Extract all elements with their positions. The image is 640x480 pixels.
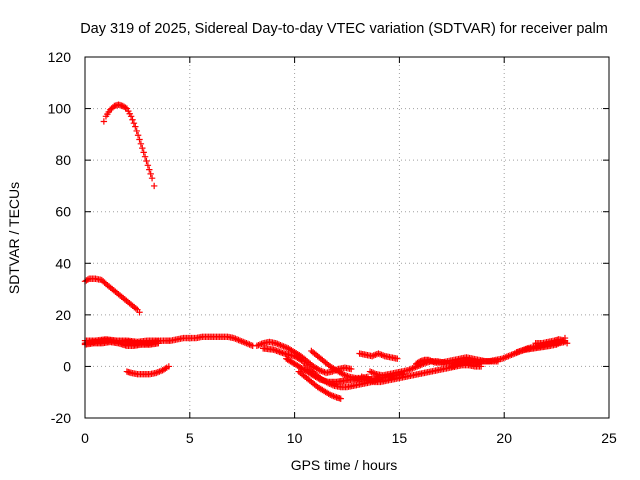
data-point — [298, 357, 305, 364]
data-point — [146, 166, 153, 173]
plot-frame — [84, 56, 610, 419]
data-point — [122, 104, 129, 111]
y-tick-label: -20 — [51, 410, 71, 426]
data-point — [141, 153, 149, 160]
data-point — [144, 162, 152, 169]
data-point — [165, 363, 173, 370]
data-point — [337, 395, 344, 402]
data-point — [370, 369, 377, 377]
data-point — [134, 132, 142, 139]
data-point — [415, 358, 423, 366]
axis-ticks — [84, 56, 610, 419]
data-point — [347, 365, 355, 373]
data-point — [394, 355, 401, 362]
series-arc-mid-c — [295, 368, 344, 402]
data-point — [136, 136, 143, 143]
data-point — [150, 182, 158, 190]
data-point — [100, 118, 108, 125]
data-point — [129, 116, 136, 123]
series-arc-high — [100, 101, 158, 190]
data-point — [147, 170, 154, 178]
data-point — [155, 337, 162, 344]
data-point — [137, 140, 145, 148]
data-points — [81, 101, 571, 402]
series-arc-34 — [81, 275, 143, 316]
x-tick-label: 5 — [186, 430, 194, 446]
data-point — [130, 119, 138, 127]
series-arc-10-c — [81, 336, 162, 346]
x-axis-label: GPS time / hours — [291, 457, 398, 473]
y-tick-label: 80 — [55, 152, 71, 168]
x-tick-label: 25 — [601, 430, 617, 446]
x-tick-label: 15 — [392, 430, 408, 446]
y-axis-label: SDTVAR / TECUs — [6, 182, 22, 294]
data-point — [140, 149, 147, 156]
x-tick-labels: 0 5 10 15 20 25 — [81, 430, 617, 446]
y-tick-label: 20 — [55, 307, 71, 323]
chart-title: Day 319 of 2025, Sidereal Day-to-day VTE… — [80, 21, 608, 37]
data-point — [132, 123, 139, 130]
series-arc-mid-b — [259, 345, 382, 391]
data-point — [563, 340, 571, 347]
x-tick-label: 0 — [81, 430, 89, 446]
x-tick-label: 10 — [287, 430, 303, 446]
data-point — [136, 309, 143, 316]
data-point — [133, 127, 140, 135]
y-tick-label: 60 — [55, 204, 71, 220]
data-point — [315, 375, 322, 382]
data-point — [143, 157, 150, 165]
grid-lines — [85, 57, 609, 418]
y-tick-label: 100 — [48, 101, 72, 117]
series-arc-late-f — [532, 336, 571, 347]
x-tick-label: 20 — [496, 430, 512, 446]
data-point — [84, 276, 91, 283]
data-point — [378, 351, 385, 359]
y-tick-label: 120 — [48, 49, 72, 65]
data-point — [127, 113, 135, 120]
series-arc-5 — [356, 350, 401, 362]
y-tick-labels: -20 0 20 40 60 80 100 120 — [48, 49, 72, 426]
data-point — [139, 144, 146, 152]
data-point — [162, 365, 169, 372]
y-tick-label: 0 — [63, 358, 71, 374]
data-point — [256, 341, 264, 348]
series-arc-low-early — [123, 363, 173, 378]
y-tick-label: 40 — [55, 255, 71, 271]
data-point — [372, 351, 379, 359]
data-point — [148, 174, 156, 182]
